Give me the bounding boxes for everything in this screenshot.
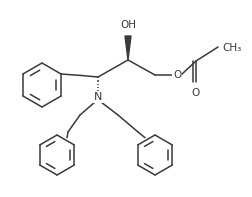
Text: CH₃: CH₃ xyxy=(222,43,241,53)
Polygon shape xyxy=(125,36,131,60)
Text: OH: OH xyxy=(120,20,136,30)
Text: N: N xyxy=(94,92,102,102)
Text: O: O xyxy=(192,88,200,98)
Text: O: O xyxy=(173,70,181,80)
